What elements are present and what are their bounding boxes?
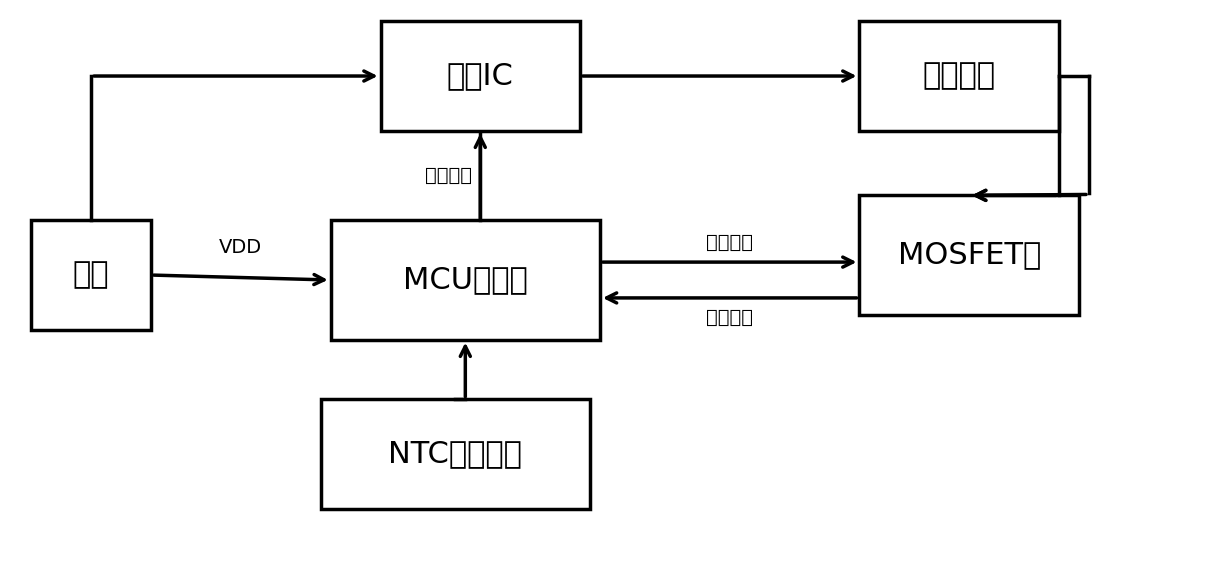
Text: 采样电压: 采样电压 xyxy=(706,308,753,327)
Bar xyxy=(321,399,590,509)
Text: 驱动电压: 驱动电压 xyxy=(706,233,753,252)
Text: 输出接口: 输出接口 xyxy=(922,62,996,90)
Text: 电池: 电池 xyxy=(72,260,110,289)
Text: MCU处理器: MCU处理器 xyxy=(403,266,527,294)
Text: 升压IC: 升压IC xyxy=(447,62,514,90)
Text: 驱动电压: 驱动电压 xyxy=(425,166,472,185)
Bar xyxy=(31,220,151,330)
Bar xyxy=(331,220,600,340)
Text: MOSFET管: MOSFET管 xyxy=(898,241,1040,270)
Bar xyxy=(859,195,1079,315)
Text: VDD: VDD xyxy=(220,238,262,257)
Bar xyxy=(859,21,1059,131)
Text: NTC热敏电阻: NTC热敏电阻 xyxy=(389,440,523,468)
Bar xyxy=(380,21,581,131)
